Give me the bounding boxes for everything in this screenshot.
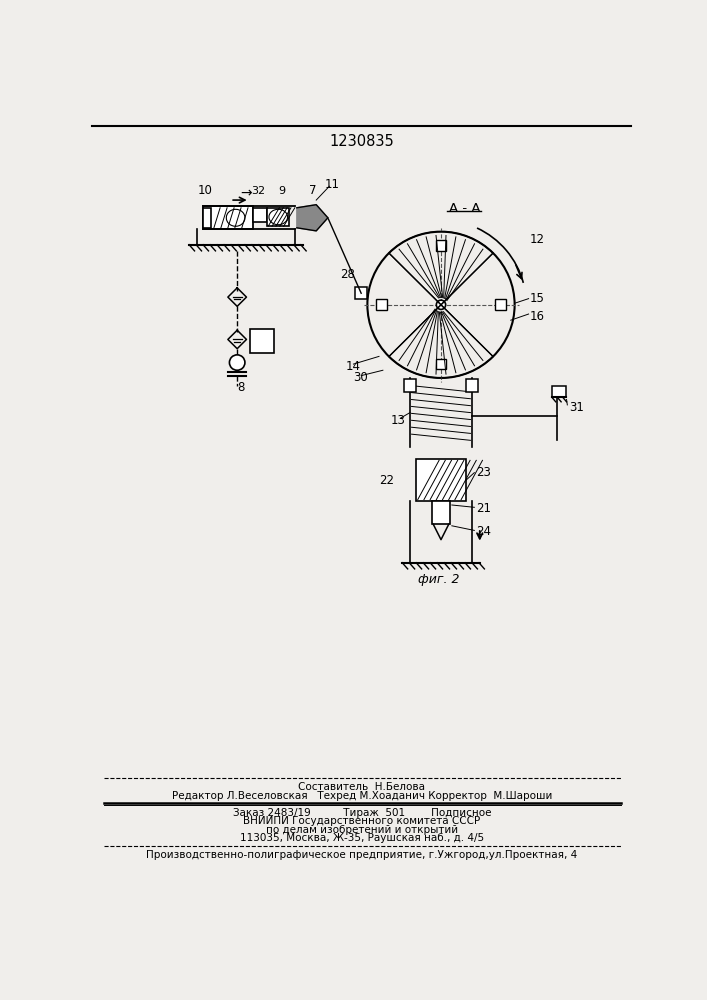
Text: фиг. 2: фиг. 2 xyxy=(418,573,460,586)
Text: 7: 7 xyxy=(308,184,316,197)
Polygon shape xyxy=(297,205,328,231)
Bar xyxy=(376,299,387,310)
Text: 21: 21 xyxy=(476,502,491,515)
Bar xyxy=(203,206,253,229)
Text: по делам изобретений и открытий: по делам изобретений и открытий xyxy=(266,825,458,835)
Text: 31: 31 xyxy=(569,401,584,414)
Text: 24: 24 xyxy=(476,525,491,538)
Text: ВНИИПИ Государственного комитета СССР: ВНИИПИ Государственного комитета СССР xyxy=(243,816,481,826)
Bar xyxy=(355,287,368,299)
Text: Редактор Л.Веселовская   Техред М.Хоаданич Корректор  М.Шароши: Редактор Л.Веселовская Техред М.Хоаданич… xyxy=(172,791,552,801)
Text: 28: 28 xyxy=(340,267,355,280)
Bar xyxy=(203,208,211,228)
Text: 113035, Москва, Ж-35, Раушская наб., д. 4/5: 113035, Москва, Ж-35, Раушская наб., д. … xyxy=(240,833,484,843)
Bar xyxy=(495,299,506,310)
Text: 30: 30 xyxy=(354,371,368,384)
Text: 1230835: 1230835 xyxy=(329,134,395,149)
Text: 8: 8 xyxy=(238,381,245,394)
Text: Составитель  Н.Белова: Составитель Н.Белова xyxy=(298,782,426,792)
Text: 16: 16 xyxy=(530,310,545,323)
Text: Заказ 2483/19          Тираж  501        Подписное: Заказ 2483/19 Тираж 501 Подписное xyxy=(233,808,491,818)
Bar xyxy=(250,329,274,353)
Circle shape xyxy=(436,300,445,309)
Text: 22: 22 xyxy=(380,474,395,487)
Text: →: → xyxy=(240,187,252,201)
Bar xyxy=(416,459,466,501)
Bar xyxy=(404,379,416,392)
Text: 12: 12 xyxy=(530,233,545,246)
Text: 11: 11 xyxy=(325,178,339,191)
Text: 15: 15 xyxy=(530,292,545,305)
Bar xyxy=(436,240,446,251)
Bar xyxy=(466,379,478,392)
Text: 32: 32 xyxy=(251,186,265,196)
Circle shape xyxy=(230,355,245,370)
Text: 10: 10 xyxy=(197,184,212,197)
Text: 9: 9 xyxy=(279,186,286,196)
Bar xyxy=(552,386,566,397)
Text: 14: 14 xyxy=(346,360,361,373)
Text: 23: 23 xyxy=(476,466,491,479)
Text: Производственно-полиграфическое предприятие, г.Ужгород,ул.Проектная, 4: Производственно-полиграфическое предприя… xyxy=(146,850,578,860)
Bar xyxy=(267,208,289,226)
Text: 13: 13 xyxy=(391,414,406,427)
Text: А - А: А - А xyxy=(449,202,480,215)
Bar xyxy=(432,501,450,524)
Bar xyxy=(436,359,446,369)
Bar xyxy=(253,208,267,222)
